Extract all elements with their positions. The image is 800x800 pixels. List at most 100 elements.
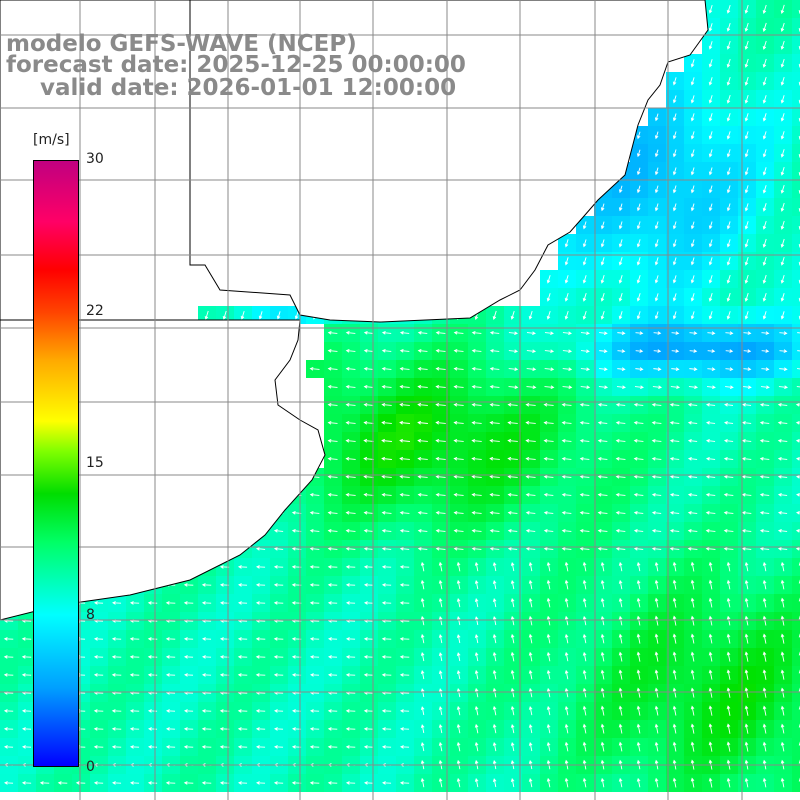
wind-arrow [456,723,461,734]
wind-arrow [166,709,176,713]
wind-arrow [780,184,785,194]
wind-arrow [690,203,695,212]
wind-arrow [708,579,713,590]
wind-arrow [687,439,698,443]
wind-arrow [148,727,158,731]
wind-arrow [528,669,533,680]
wind-arrow [708,633,713,644]
wind-arrow [417,528,428,533]
wind-arrow [636,293,641,302]
wind-arrow [327,366,338,371]
wind-arrow [762,615,767,626]
colorbar-tick-22: 22 [86,303,104,319]
wind-arrow [759,528,770,533]
wind-arrow [510,669,515,680]
wind-arrow [780,687,785,698]
wind-arrow [654,651,659,662]
wind-arrow [543,402,554,407]
wind-arrow [636,275,641,284]
wind-arrow [528,311,533,320]
wind-arrow [654,221,659,230]
wind-arrow [327,673,338,677]
wind-arrow [420,706,425,716]
wind-arrow [582,275,587,284]
wind-arrow [471,546,482,551]
wind-arrow [690,597,695,608]
wind-arrow [726,239,731,248]
wind-arrow [528,579,533,590]
wind-arrow [741,492,752,497]
wind-arrow [255,565,266,569]
wind-arrow [528,633,533,644]
wind-arrow [148,745,158,749]
colorbar-tick-15: 15 [86,455,104,471]
wind-arrow [471,438,482,443]
wind-arrow [309,655,320,659]
wind-arrow [705,528,716,533]
wind-arrow [417,402,428,407]
wind-arrow [453,348,464,353]
wind-arrow [510,778,515,788]
wind-arrow [543,420,554,425]
speed-cell [792,432,800,450]
wind-arrow [564,293,569,302]
wind-arrow [723,510,734,515]
wind-arrow [636,723,641,734]
wind-arrow [471,474,482,479]
wind-arrow [582,239,587,248]
wind-arrow [546,723,551,734]
wind-arrow [744,22,749,32]
wind-arrow [690,77,695,86]
wind-arrow [273,529,284,533]
wind-arrow [672,705,677,716]
wind-arrow [93,745,104,749]
wind-arrow [744,705,749,716]
wind-arrow [129,727,140,731]
speed-cell [792,684,800,702]
wind-arrow [381,745,392,749]
wind-arrow [510,562,515,572]
wind-arrow [636,149,641,158]
wind-arrow [489,510,500,515]
wind-arrow [633,528,644,533]
wind-arrow [741,546,752,551]
wind-arrow [3,745,14,749]
wind-arrow [743,385,752,389]
wind-arrow [471,420,482,425]
wind-arrow [93,709,104,713]
wind-arrow [744,311,749,320]
wind-arrow [600,741,605,752]
wind-arrow [544,367,555,372]
wind-arrow [345,366,356,371]
wind-arrow [615,438,626,443]
wind-arrow [636,185,641,194]
wind-arrow [492,705,497,716]
wind-arrow [744,185,749,194]
wind-arrow [672,221,677,230]
wind-arrow [381,402,392,407]
wind-arrow [22,727,32,731]
wind-arrow [309,366,320,371]
wind-arrow [669,438,680,443]
speed-cell [792,522,800,540]
speed-cell [792,504,800,522]
wind-arrow [345,330,356,335]
wind-arrow [705,492,716,497]
wind-arrow [474,651,479,662]
wind-arrow [438,741,443,752]
wind-arrow [618,633,623,644]
wind-arrow [474,687,479,698]
wind-arrow [435,510,446,515]
wind-arrow [798,633,800,638]
wind-arrow [671,331,680,335]
wind-arrow [435,348,446,353]
wind-arrow [582,687,587,698]
wind-arrow [420,742,425,752]
wind-arrow [564,777,569,788]
wind-arrow [759,474,770,479]
wind-arrow [525,546,536,551]
wind-arrow [579,402,590,407]
wind-arrow [507,438,518,443]
wind-arrow [399,474,410,479]
speed-cell [792,486,800,504]
